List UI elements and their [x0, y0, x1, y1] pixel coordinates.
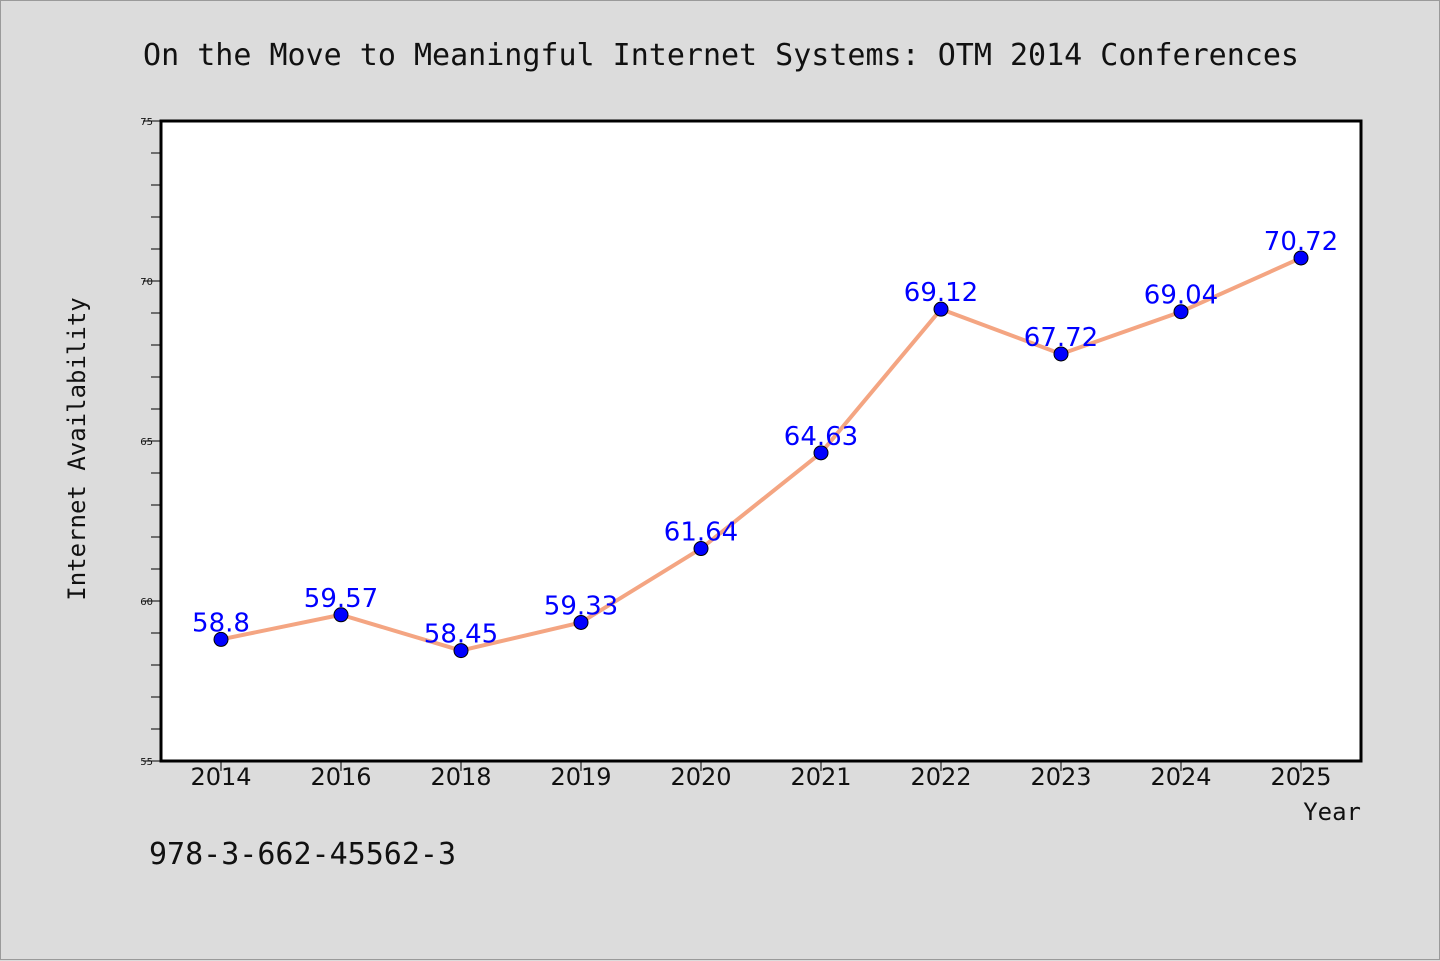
data-label: 67.72 [1024, 323, 1098, 353]
y-tick-label: 65 [140, 437, 153, 448]
y-tick-label: 75 [140, 117, 153, 128]
y-tick-label: 70 [140, 277, 153, 288]
x-axis-title: Year [1303, 798, 1361, 826]
data-label: 59.33 [544, 591, 618, 621]
data-point [1173, 304, 1189, 320]
x-tick-label: 2014 [190, 763, 251, 791]
data-point [1053, 346, 1069, 362]
series-line [220, 256, 1302, 653]
x-tick-label: 2022 [910, 763, 971, 791]
data-label: 70.72 [1264, 227, 1338, 257]
data-label: 58.8 [192, 608, 250, 638]
x-tick-label: 2023 [1030, 763, 1091, 791]
data-point [453, 643, 469, 659]
y-axis-title: Internet Availability [63, 297, 91, 600]
plot-area [159, 119, 1363, 763]
x-axis: 2014 2016 2018 2019 2020 2021 2022 2023 2024 2025 [190, 761, 1332, 791]
data-point [333, 607, 349, 623]
data-label-layer: 58.8 59.57 58.45 59.33 61.64 64.63 69.12 67.72 6… [192, 227, 1338, 650]
data-point [933, 301, 949, 317]
data-label: 69.12 [904, 278, 978, 308]
x-tick-label: 2021 [790, 763, 851, 791]
data-point [1293, 250, 1309, 266]
data-label: 59.57 [304, 584, 378, 614]
y-tick-label: 60 [140, 597, 153, 608]
x-tick-label: 2016 [310, 763, 371, 791]
footnote-isbn: 978-3-662-45562-3 [149, 837, 456, 872]
x-tick-label: 2019 [550, 763, 611, 791]
data-point [573, 614, 589, 630]
data-label: 69.04 [1144, 281, 1218, 311]
x-tick-label: 2025 [1270, 763, 1331, 791]
data-point [693, 541, 709, 557]
data-point [213, 631, 229, 647]
data-point [813, 445, 829, 461]
x-tick-label: 2018 [430, 763, 491, 791]
series-layer [213, 250, 1309, 659]
chart-title: On the Move to Meaningful Internet Syste… [143, 38, 1299, 73]
x-tick-label: 2020 [670, 763, 731, 791]
x-tick-label: 2024 [1150, 763, 1211, 791]
y-axis: 55 60 65 70 75 [140, 117, 161, 768]
data-label: 64.63 [784, 422, 858, 452]
data-label: 61.64 [664, 518, 738, 548]
y-tick-label: 55 [140, 757, 153, 768]
data-label: 58.45 [424, 620, 498, 650]
